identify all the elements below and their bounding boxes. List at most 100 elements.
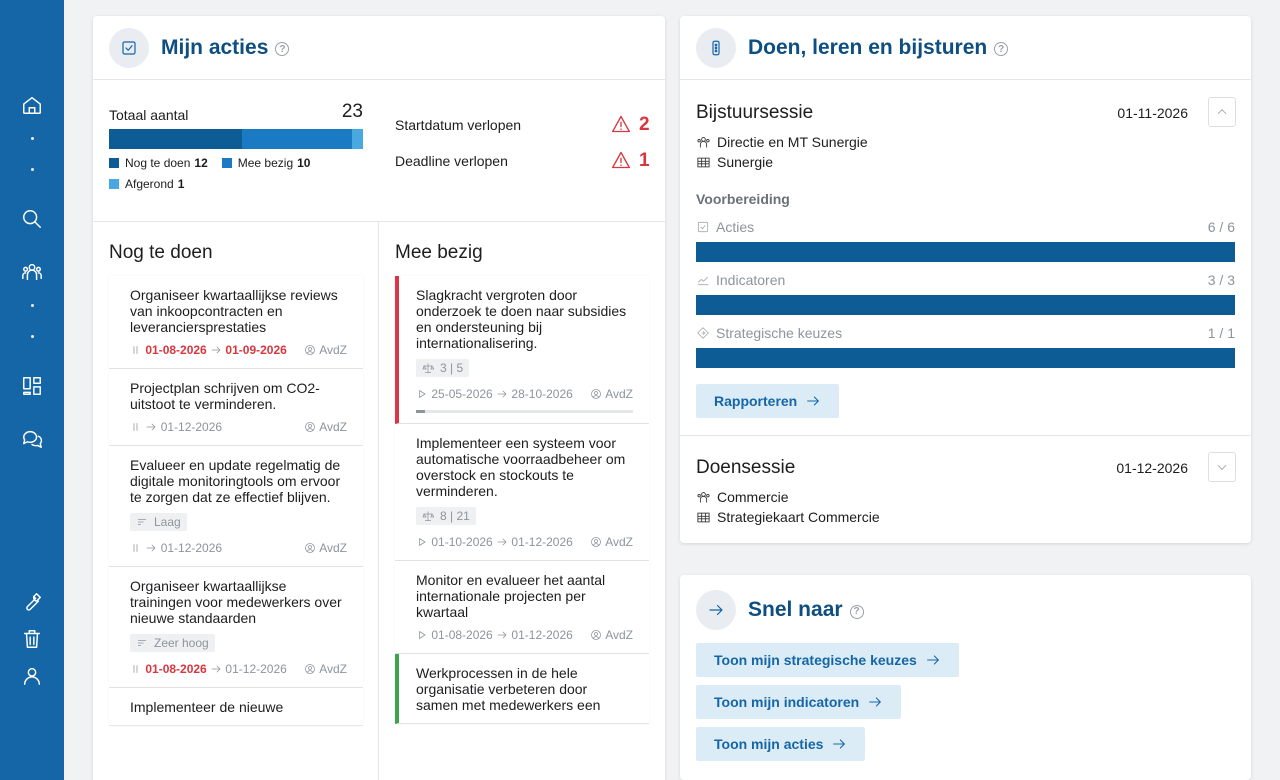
rapporteren-button[interactable]: Rapporteren (696, 384, 840, 418)
nav-dot (31, 137, 34, 140)
scale-icon (422, 363, 434, 373)
weight-tag: 8 | 21 (416, 507, 476, 525)
card-title: Mijn acties (161, 35, 269, 59)
legend-label: Afgerond (125, 177, 174, 191)
task-card[interactable]: Monitor en evalueer het aantal internati… (395, 561, 649, 654)
diamond-icon (697, 327, 709, 339)
session-group: Directie en MT Sunergie (696, 134, 868, 150)
task-dates: 01-12-2026 (130, 419, 304, 435)
warning-label: Startdatum verlopen (395, 117, 522, 133)
status-stacked-bar (109, 129, 363, 149)
status-segment (241, 129, 352, 149)
task-card[interactable]: Organiseer kwartaallijkse trainingen voo… (109, 567, 363, 688)
owner: AvdZ (304, 661, 347, 677)
task-meta: 01-08-2026 01-09-2026 AvdZ (130, 342, 347, 358)
task-dates: 01-08-2026 01-12-2026 (416, 627, 590, 643)
help-icon[interactable]: ? (849, 604, 864, 619)
owner: AvdZ (304, 540, 347, 556)
card-title: Doen, leren en bijsturen (748, 35, 988, 59)
warning-start[interactable]: Startdatum verlopen 2 (395, 113, 650, 137)
user-icon (304, 540, 316, 556)
session-group: Commercie (696, 489, 789, 505)
arrow-right-icon (833, 739, 846, 749)
arrow-right-icon (210, 343, 222, 357)
prep-label: Indicatoren (716, 272, 786, 288)
end-date: 01-12-2026 (160, 541, 223, 555)
expand-button[interactable] (1208, 452, 1236, 482)
status-legend: Nog te doen 12 Mee bezig 10 Afgerond 1 (109, 153, 369, 195)
end-date: 01-12-2026 (225, 662, 287, 676)
weight-label: 3 | 5 (440, 361, 464, 375)
session-doen: Doensessie 01-12-2026 Commercie Strategi… (680, 436, 1251, 543)
owner-label: AvdZ (319, 343, 347, 357)
owner-label: AvdZ (319, 541, 347, 555)
warning-icon (611, 114, 631, 137)
link-strategische-keuzes[interactable]: Toon mijn strategische keuzes (696, 643, 959, 677)
end-date: 01-09-2026 (225, 343, 287, 357)
session-bijstuur: Bijstuursessie 01-11-2026 Directie en MT… (680, 81, 1251, 436)
task-title: Implementeer een systeem voor automatisc… (416, 435, 626, 499)
start-date: 01-08-2026 (145, 662, 207, 676)
link-label: Toon mijn indicatoren (714, 694, 860, 710)
search-icon[interactable] (20, 207, 44, 231)
prep-label: Acties (716, 219, 755, 235)
wrench-icon[interactable] (20, 590, 44, 614)
help-icon[interactable]: ? (275, 42, 290, 56)
prep-indicatoren: Indicatoren 3 / 3 (696, 272, 1235, 288)
task-card[interactable]: Projectplan schrijven om CO2-uitstoot te… (109, 369, 363, 446)
arrow-right-icon (496, 628, 508, 642)
collapse-button[interactable] (1208, 97, 1236, 127)
checkbox-icon (697, 221, 709, 233)
people-icon[interactable] (20, 260, 44, 284)
task-list: Organiseer kwartaallijkse reviews van in… (109, 276, 363, 726)
column-title: Nog te doen (109, 242, 213, 263)
trash-icon[interactable] (20, 627, 44, 651)
scale-icon (422, 511, 434, 521)
home-icon[interactable] (20, 93, 44, 117)
warning-deadline[interactable]: Deadline verlopen 1 (395, 149, 650, 173)
task-card[interactable]: Implementeer de nieuwe (109, 688, 363, 726)
table-icon (697, 157, 710, 167)
arrow-right-icon (496, 535, 508, 549)
column-title: Mee bezig (395, 242, 483, 263)
legend-count: 10 (297, 156, 311, 170)
warning-count: 1 (639, 150, 650, 171)
legend-swatch (221, 158, 232, 168)
task-list: Slagkracht vergroten door onderzoek te d… (395, 276, 649, 724)
column-busy: Mee bezig Slagkracht vergroten door onde… (379, 222, 665, 780)
task-card[interactable]: Evalueer en update regelmatig de digital… (109, 446, 363, 567)
chat-icon[interactable] (20, 427, 44, 451)
chevron-up-icon (1217, 109, 1227, 115)
legend-label: Mee bezig (237, 156, 294, 170)
task-meta: 01-08-2026 01-12-2026 AvdZ (130, 661, 347, 677)
owner: AvdZ (590, 627, 633, 643)
card-header: Mijn acties ? (93, 16, 665, 80)
totaal-value: 23 (341, 101, 363, 122)
arrow-right-icon (210, 662, 222, 676)
task-card[interactable]: Werkprocessen in de hele organisatie ver… (395, 654, 649, 724)
prep-progress-fill (696, 348, 1235, 368)
prep-progress-bar (696, 242, 1235, 262)
prep-label: Strategische keuzes (716, 325, 843, 341)
card-header: Snel naar ? (696, 590, 864, 630)
owner-label: AvdZ (605, 387, 633, 401)
task-card[interactable]: Slagkracht vergroten door onderzoek te d… (395, 276, 649, 424)
user-icon (590, 386, 602, 402)
dashboard-icon[interactable] (20, 374, 44, 398)
user-icon[interactable] (20, 664, 44, 688)
task-progress (416, 410, 633, 413)
start-date: 01-08-2026 (431, 628, 493, 642)
task-progress-fill (416, 410, 425, 413)
task-card[interactable]: Organiseer kwartaallijkse reviews van in… (109, 276, 363, 369)
task-card[interactable]: Implementeer een systeem voor automatisc… (395, 424, 649, 561)
arrow-right-icon (696, 590, 736, 630)
legend-count: 12 (194, 156, 208, 170)
legend-item: Mee bezig 10 (221, 153, 311, 173)
legend-item: Afgerond 1 (109, 174, 184, 194)
prep-keuzes: Strategische keuzes 1 / 1 (696, 325, 1235, 341)
link-indicatoren[interactable]: Toon mijn indicatoren (696, 685, 902, 719)
link-acties[interactable]: Toon mijn acties (696, 727, 866, 761)
help-icon[interactable]: ? (994, 42, 1009, 56)
link-label: Toon mijn acties (714, 736, 824, 752)
divider (680, 435, 1251, 436)
